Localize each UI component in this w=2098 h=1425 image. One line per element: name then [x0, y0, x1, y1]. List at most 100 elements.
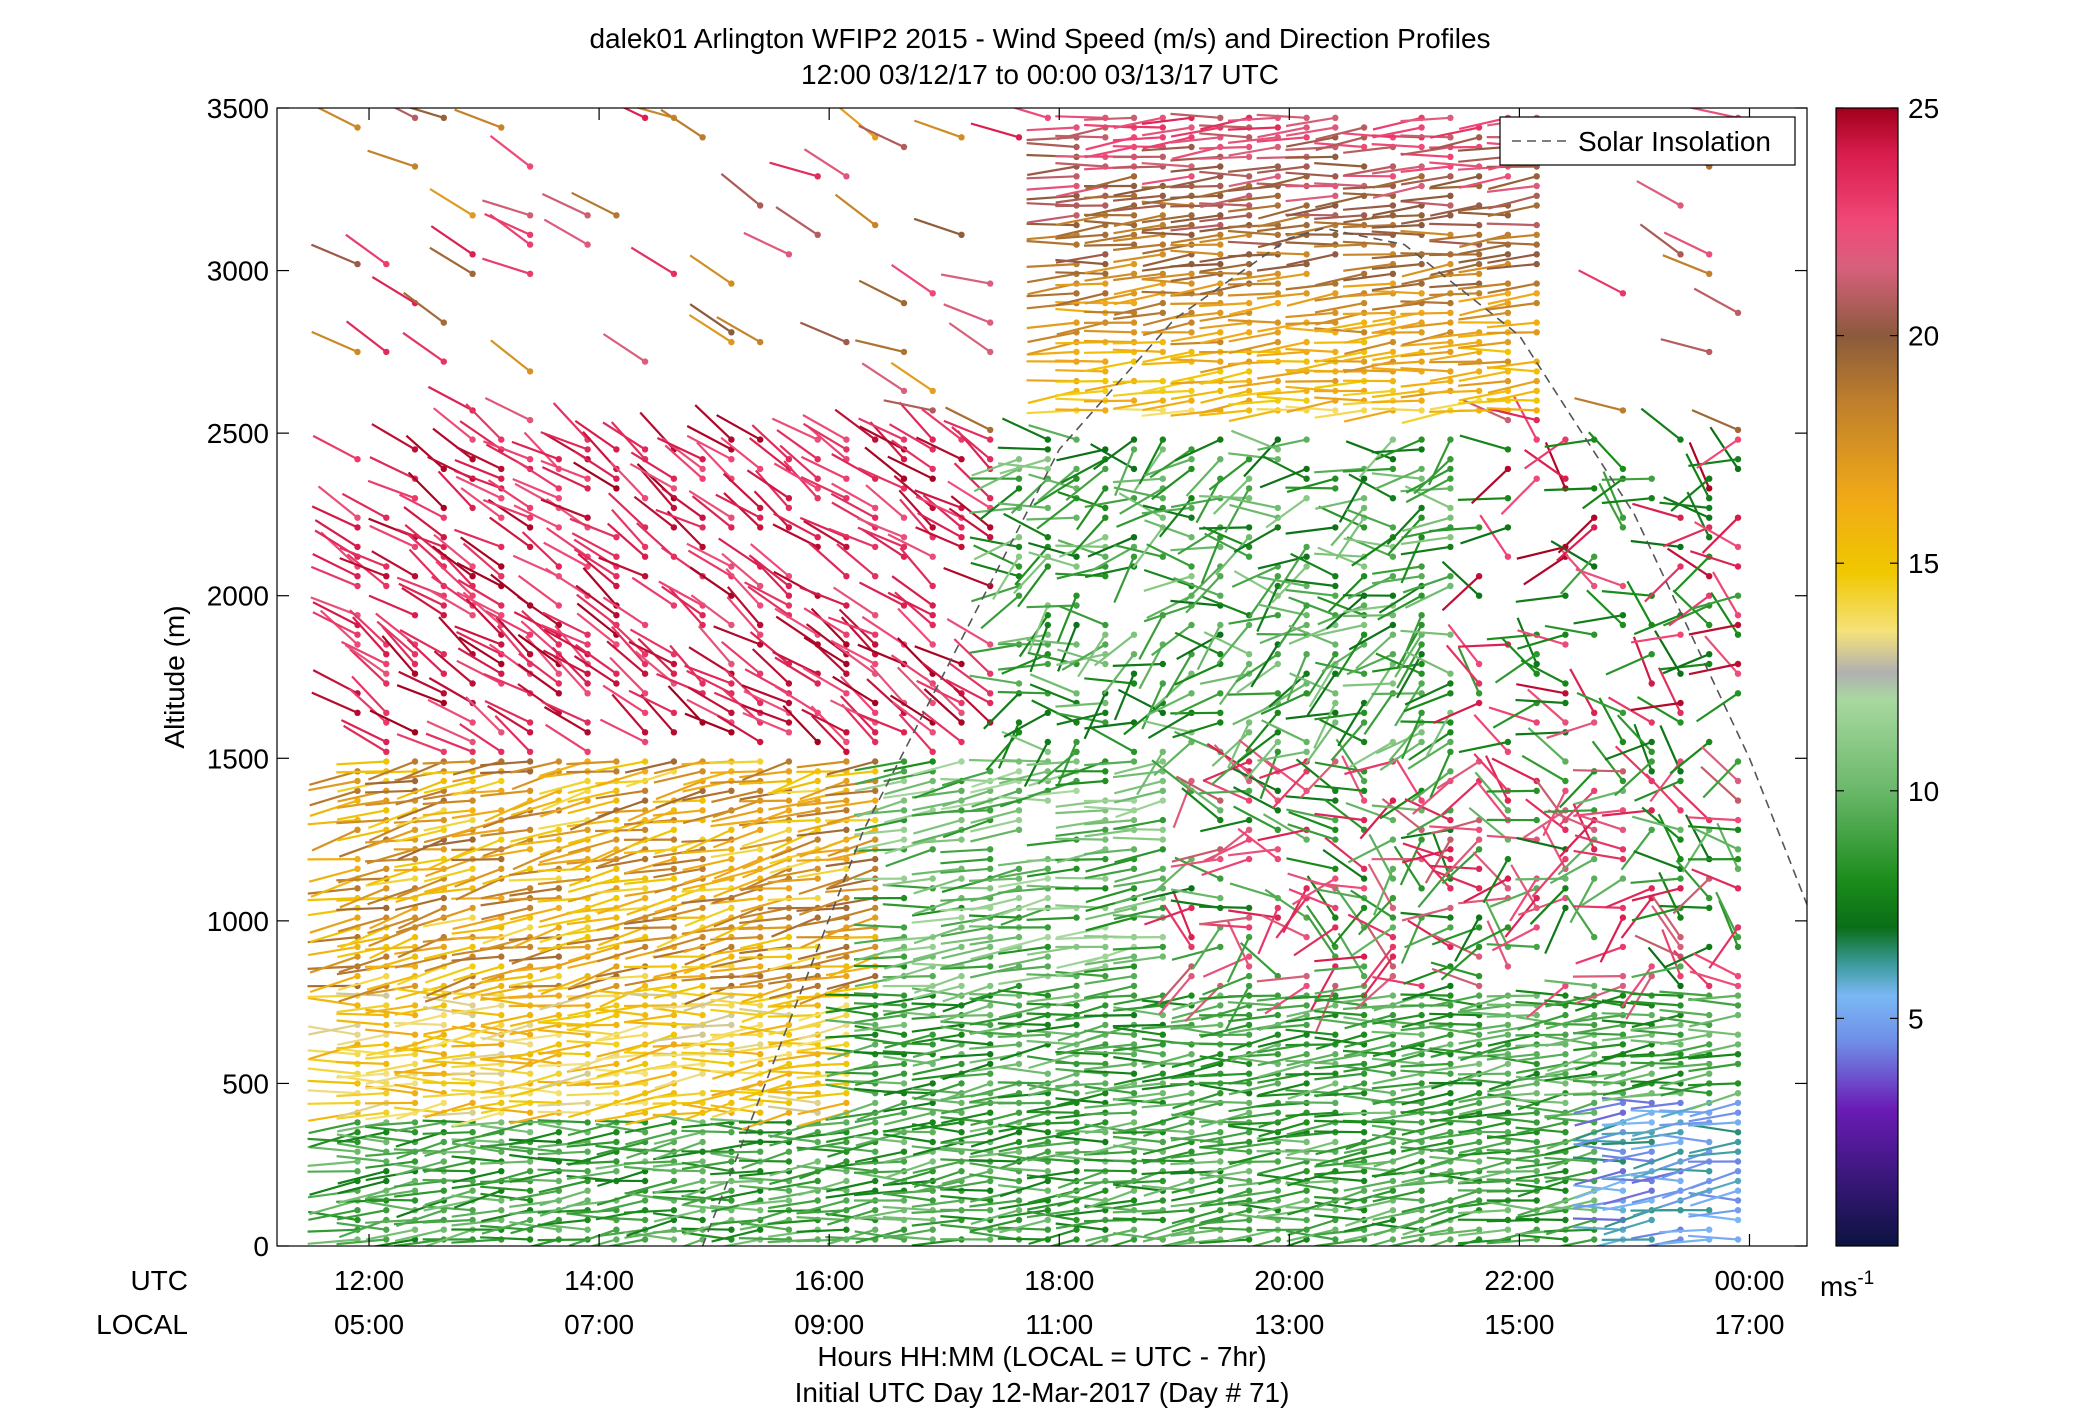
wind-barb-shaft	[751, 648, 790, 685]
wind-barb-shaft	[797, 955, 847, 970]
wind-barb-shaft	[710, 998, 761, 1007]
wind-barb-dot	[613, 1226, 620, 1233]
wind-barb-dot	[728, 1197, 735, 1204]
wind-barb-shaft	[595, 1111, 646, 1122]
wind-barb-dot	[469, 719, 476, 726]
wind-barb-dot	[757, 338, 764, 346]
wind-barb-dot	[1188, 563, 1195, 570]
wind-barb-shaft	[771, 417, 819, 441]
wind-barb-dot	[872, 1031, 879, 1038]
wind-barb-shaft	[739, 994, 790, 1005]
wind-barb-shaft	[511, 770, 560, 791]
wind-barb-dot	[641, 729, 649, 736]
wind-barb-dot	[1044, 436, 1052, 443]
wind-barb-dot	[757, 504, 764, 512]
wind-barb-shaft	[396, 965, 445, 986]
wind-barb-dot	[641, 1031, 649, 1038]
wind-barb-shaft	[537, 945, 588, 950]
wind-barb-shaft	[538, 1179, 588, 1194]
wind-barb-shaft	[853, 1051, 905, 1056]
wind-barb-shaft	[394, 828, 445, 843]
wind-barb-shaft	[825, 1189, 876, 1199]
wind-barb-dot	[411, 543, 419, 551]
wind-barb-shaft	[800, 476, 847, 500]
wind-barb-dot	[411, 612, 419, 619]
wind-barb-shaft	[1199, 321, 1250, 330]
wind-barb-shaft	[484, 212, 531, 236]
wind-barb-shaft	[896, 666, 934, 704]
wind-barb-dot	[1188, 1129, 1195, 1136]
wind-barb-dot	[498, 1041, 505, 1048]
wind-barb-shaft	[539, 926, 588, 944]
wind-barb-dot	[1015, 1216, 1023, 1224]
wind-barb-dot	[354, 1129, 361, 1136]
wind-barb-dot	[987, 524, 994, 531]
wind-barb-dot	[1130, 241, 1138, 248]
wind-barb-dot	[1130, 231, 1138, 238]
wind-barb-shaft	[1055, 134, 1106, 139]
wind-barb-dot	[699, 904, 706, 912]
wind-barb-shaft	[1287, 872, 1336, 890]
wind-barb-shaft	[596, 936, 646, 951]
wind-barb-shaft	[738, 799, 789, 803]
wind-barb-shaft	[394, 1238, 444, 1246]
wind-barb-shaft	[739, 838, 790, 851]
wind-barb-dot	[699, 1138, 706, 1146]
wind-barb-shaft	[1113, 399, 1163, 410]
wind-barb-shaft	[681, 1103, 732, 1114]
wind-barb-dot	[498, 1090, 505, 1097]
wind-barb-dot	[1130, 846, 1138, 853]
wind-barb-dot	[641, 543, 649, 551]
wind-barb-shaft	[1202, 595, 1250, 617]
wind-barb-dot	[613, 1021, 620, 1029]
wind-barb-dot	[1274, 124, 1282, 131]
wind-barb-dot	[1044, 933, 1052, 941]
wind-barb-shaft	[480, 770, 531, 775]
wind-barb-dot	[1130, 221, 1138, 229]
wind-barb-shaft	[582, 567, 618, 607]
wind-barb-dot	[699, 787, 706, 794]
wind-barb-shaft	[940, 1038, 991, 1046]
wind-barb-dot	[1130, 446, 1138, 453]
wind-barb-shaft	[739, 1097, 789, 1104]
wind-barb-dot	[641, 894, 649, 902]
wind-barb-dot	[1360, 1187, 1368, 1194]
wind-barb-shaft	[1113, 224, 1163, 235]
wind-barb-shaft	[566, 936, 617, 946]
wind-barb-dot	[1217, 1002, 1224, 1009]
wind-barb-shaft	[738, 1237, 789, 1241]
wind-barb-dot	[757, 1041, 764, 1048]
wind-barb-dot	[498, 660, 505, 668]
wind-barb-shaft	[1138, 643, 1164, 690]
wind-barb-shaft	[1112, 1023, 1163, 1028]
wind-barb-dot	[814, 1099, 821, 1107]
wind-barb-dot	[641, 768, 649, 775]
wind-barb-shaft	[623, 867, 675, 875]
wind-barb-dot	[1130, 553, 1138, 560]
wind-barb-shaft	[774, 607, 819, 636]
wind-barb-shaft	[1026, 1121, 1077, 1126]
wind-barb-shaft	[969, 1150, 1020, 1159]
wind-barb-dot	[900, 475, 908, 482]
wind-barb-shaft	[1113, 994, 1163, 1006]
wind-barb-dot	[814, 534, 821, 541]
wind-barb-dot	[843, 1002, 850, 1009]
wind-barb-shaft	[311, 330, 358, 353]
wind-barb-shaft	[1056, 595, 1078, 643]
wind-barb-shaft	[653, 1150, 703, 1161]
wind-barb-dot	[670, 1060, 678, 1068]
wind-barb-shaft	[1033, 477, 1078, 506]
wind-barb-shaft	[308, 945, 358, 957]
wind-barb-dot	[1217, 690, 1224, 697]
wind-barb-shaft	[1084, 329, 1135, 334]
wind-barb-shaft	[1112, 165, 1163, 169]
wind-barb-shaft	[433, 650, 474, 685]
wind-barb-shaft	[726, 586, 762, 626]
wind-barb-dot	[383, 514, 390, 521]
wind-barb-dot	[843, 729, 850, 736]
wind-barb-dot	[584, 1031, 591, 1038]
wind-barb-shaft	[462, 591, 503, 626]
wind-barb-dot	[1073, 690, 1080, 697]
wind-barb-dot	[1102, 631, 1109, 638]
wind-barb-shaft	[609, 461, 646, 499]
